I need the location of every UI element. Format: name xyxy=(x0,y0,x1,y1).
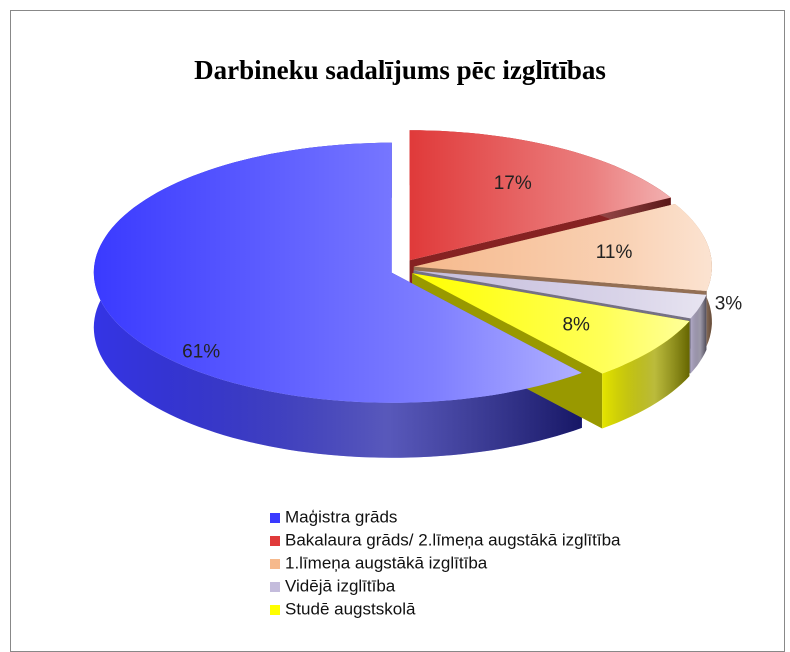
data-label: 3% xyxy=(715,293,743,314)
legend-label: 1.līmeņa augstākā izglītība xyxy=(285,553,488,572)
legend-label: Vidējā izglītība xyxy=(285,576,396,595)
slice-shine xyxy=(413,204,712,291)
data-label: 8% xyxy=(562,314,590,335)
slice-shine xyxy=(409,130,671,261)
legend-label: Studē augstskolā xyxy=(285,599,416,618)
slice-shine xyxy=(93,142,582,403)
data-label: 11% xyxy=(596,242,633,263)
legend-swatch xyxy=(270,513,280,523)
legend-label: Bakalaura grāds/ 2.līmeņa augstākā izglī… xyxy=(285,530,621,549)
pie-tops xyxy=(93,130,712,403)
chart-title: Darbineku sadalījums pēc izglītības xyxy=(194,55,606,85)
slice-shine xyxy=(412,273,690,374)
slice-shine xyxy=(413,270,707,319)
slice-side-shade xyxy=(602,321,690,429)
slice-side-shade xyxy=(690,294,707,374)
legend-swatch xyxy=(270,536,280,546)
legend-swatch xyxy=(270,582,280,592)
data-label: 61% xyxy=(182,342,220,363)
legend-label: Maģistra grāds xyxy=(285,507,397,526)
legend-swatch xyxy=(270,559,280,569)
data-label: 17% xyxy=(494,173,532,194)
legend-swatch xyxy=(270,605,280,615)
